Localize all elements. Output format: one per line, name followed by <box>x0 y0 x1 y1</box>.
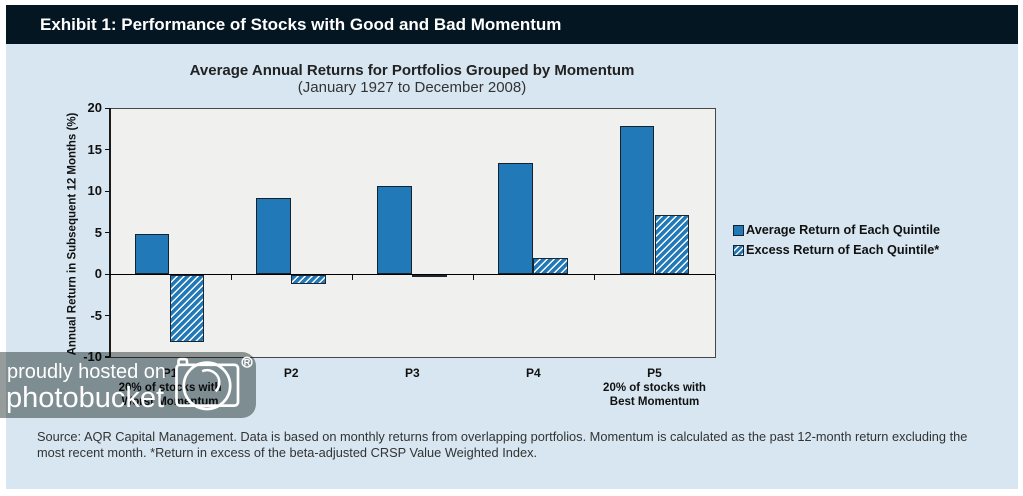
svg-text:R: R <box>244 357 251 367</box>
